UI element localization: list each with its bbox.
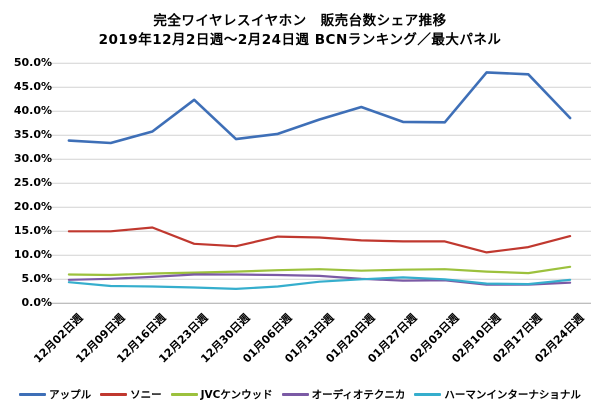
y-axis-label: 0.0% (21, 296, 52, 310)
series-line (67, 265, 572, 277)
y-axis-label: 35.0% (13, 128, 52, 142)
y-axis-label: 45.0% (13, 80, 52, 94)
legend-swatch (19, 393, 47, 396)
legend-label: アップル (49, 389, 92, 401)
legend-label: オーディオテクニカ (311, 389, 406, 401)
legend-label: ソニー (130, 389, 162, 401)
series-line (67, 71, 572, 145)
legend-item: アップル (19, 387, 91, 402)
y-axis-label: 25.0% (13, 176, 52, 190)
y-axis-label: 40.0% (13, 104, 52, 118)
legend-swatch (100, 393, 128, 396)
y-axis-label: 50.0% (13, 56, 52, 70)
series-line (67, 226, 572, 254)
legend-item: ソニー (100, 387, 162, 402)
y-axis-label: 15.0% (13, 224, 52, 238)
legend-item: JVCケンウッド (170, 387, 273, 402)
legend-item: オーディオテクニカ (281, 387, 406, 402)
legend-label: JVCケンウッド (200, 389, 273, 401)
chart-title: 完全ワイヤレスイヤホン 販売台数シェア推移 (153, 13, 447, 29)
legend-swatch (414, 393, 442, 396)
legend: アップル ソニー JVCケンウッド オーディオテクニカ ハーマンインターナショナル (0, 387, 600, 402)
legend-swatch (170, 393, 198, 396)
y-axis-label: 5.0% (21, 272, 52, 286)
y-axis-label: 30.0% (13, 152, 52, 166)
chart-subtitle: 2019年12月2日週～2月24日週 BCNランキング／最大パネル (98, 32, 502, 48)
y-axis-label: 20.0% (13, 200, 52, 214)
legend-item: ハーマンインターナショナル (414, 387, 581, 402)
series-line (67, 276, 572, 290)
legend-label: ハーマンインターナショナル (444, 389, 581, 401)
legend-swatch (281, 393, 309, 396)
y-axis-label: 10.0% (13, 248, 52, 262)
